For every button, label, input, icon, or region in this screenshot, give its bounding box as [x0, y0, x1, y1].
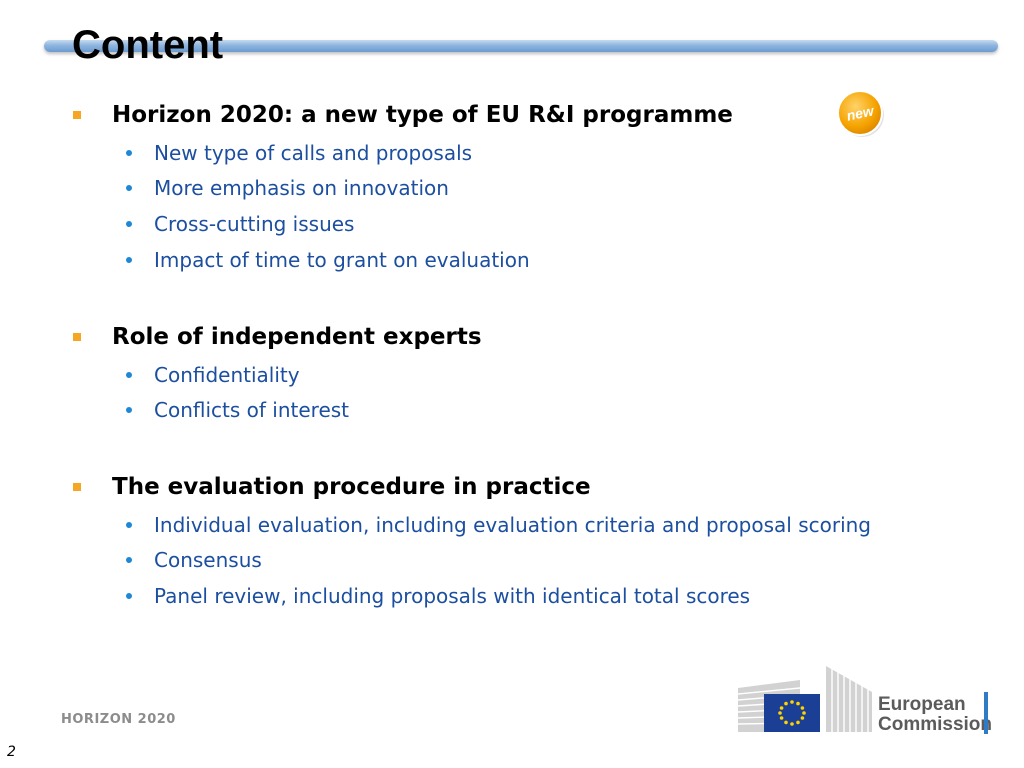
slide-title: Content [72, 23, 224, 67]
list-item-text: New type of calls and proposals [154, 141, 473, 165]
list-item-text: Individual evaluation, including evaluat… [154, 513, 872, 537]
new-badge-label: new [845, 102, 876, 124]
section-heading: The evaluation procedure in practice [112, 474, 591, 500]
footer-label: HORIZON 2020 [61, 712, 176, 727]
section-bullet-icon [73, 483, 81, 491]
list-item-text: Confidentiality [154, 363, 300, 387]
list-item-text: Cross-cutting issues [154, 212, 355, 236]
title-underline-bar [44, 40, 998, 52]
list-item: Individual evaluation, including evaluat… [0, 510, 1024, 540]
bullet-dot-icon [126, 150, 132, 156]
page-number: 2 [7, 744, 16, 760]
list-item-text: Consensus [154, 548, 262, 572]
bullet-dot-icon [126, 221, 132, 227]
european-commission-logo-icon [737, 666, 872, 732]
list-item-text: Conflicts of interest [154, 398, 350, 422]
bullet-dot-icon [126, 557, 132, 563]
section-heading: Role of independent experts [112, 324, 482, 350]
section-bullet-icon [73, 333, 81, 341]
bullet-dot-icon [126, 593, 132, 599]
list-item: Panel review, including proposals with i… [0, 581, 1024, 611]
logo-text-commission: Commission [878, 714, 993, 735]
list-item: Consensus [0, 545, 1024, 575]
logo-accent-bar [984, 692, 988, 734]
list-item-text: Panel review, including proposals with i… [154, 584, 751, 608]
bullet-dot-icon [126, 407, 132, 413]
list-item: Cross-cutting issues [0, 209, 1024, 239]
list-item: Conflicts of interest [0, 395, 1024, 425]
list-item: Confidentiality [0, 360, 1024, 390]
bullet-dot-icon [126, 522, 132, 528]
list-item-text: More emphasis on innovation [154, 176, 449, 200]
logo-text-european: European [878, 694, 966, 715]
list-item-text: Impact of time to grant on evaluation [154, 248, 530, 272]
bullet-dot-icon [126, 372, 132, 378]
list-item: More emphasis on innovation [0, 173, 1024, 203]
list-item: Impact of time to grant on evaluation [0, 245, 1024, 275]
bullet-dot-icon [126, 257, 132, 263]
new-badge-icon: new [837, 90, 884, 137]
section-heading: Horizon 2020: a new type of EU R&I progr… [112, 102, 733, 128]
bullet-dot-icon [126, 185, 132, 191]
list-item: New type of calls and proposals [0, 138, 1024, 168]
section-bullet-icon [73, 111, 81, 119]
